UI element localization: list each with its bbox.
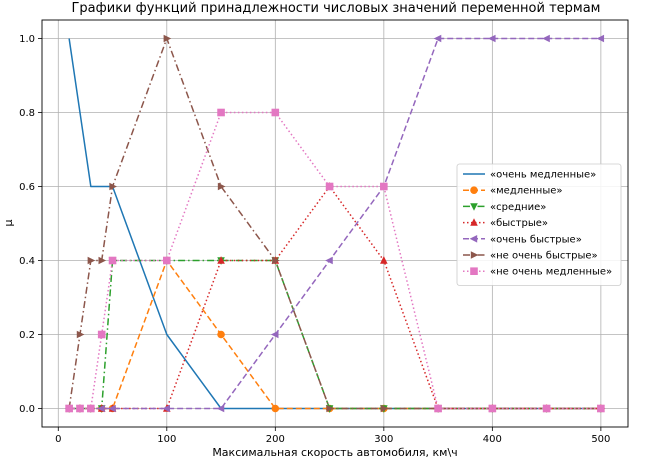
data-point xyxy=(272,256,280,265)
data-point xyxy=(162,404,170,413)
legend-entry: «быстрые» xyxy=(463,218,548,229)
data-point xyxy=(488,404,497,413)
data-point xyxy=(271,108,280,117)
legend-label: «средние» xyxy=(490,202,546,213)
data-point xyxy=(97,330,106,339)
data-point xyxy=(162,256,171,265)
data-point xyxy=(434,404,442,413)
x-axis-label: Максимальная скорость автомобиля, км\ч xyxy=(212,446,457,459)
legend-entry: «медленные» xyxy=(463,186,563,197)
legend-entry: «не очень медленные» xyxy=(463,267,612,278)
x-tick-label: 400 xyxy=(483,434,502,445)
x-tick-label: 200 xyxy=(266,434,285,445)
legend-swatch-marker xyxy=(470,218,478,226)
data-point xyxy=(87,256,96,265)
data-point xyxy=(271,404,280,413)
legend-entry: «средние» xyxy=(463,202,546,213)
data-point xyxy=(109,182,117,191)
x-tick-label: 300 xyxy=(374,434,393,445)
data-point xyxy=(325,182,334,191)
plot-frame xyxy=(41,19,629,428)
y-tick-label: 0.4 xyxy=(19,256,35,267)
y-tick-label: 0.8 xyxy=(19,108,35,119)
data-point xyxy=(217,108,225,117)
axis-ticks: 0 100 200 300 400 500 0.0 0.2 0.4 0.6 0.8 1.0 xyxy=(19,34,610,445)
data-point xyxy=(380,256,388,264)
legend-box xyxy=(456,163,622,286)
legend-label: «не очень медленные» xyxy=(490,267,612,278)
data-point xyxy=(380,404,389,413)
data-point xyxy=(108,256,117,265)
legend-swatch-marker xyxy=(469,235,478,243)
series-line xyxy=(69,111,601,410)
y-axis-label: μ xyxy=(2,220,15,227)
legend-label: «быстрые» xyxy=(490,218,548,229)
data-point xyxy=(87,404,95,413)
legend-swatch-marker xyxy=(470,203,478,211)
data-point xyxy=(380,182,388,191)
data-point xyxy=(270,330,279,339)
x-tick-label: 0 xyxy=(55,434,61,445)
legend-swatch-marker xyxy=(470,186,478,194)
data-point xyxy=(97,404,105,413)
y-tick-label: 0.6 xyxy=(19,182,35,193)
legend-label: «не очень быстрые» xyxy=(490,251,598,262)
data-point xyxy=(325,256,333,265)
data-point xyxy=(216,404,225,413)
data-point xyxy=(542,404,551,413)
data-point xyxy=(596,34,605,43)
legend-entry: «не очень быстрые» xyxy=(463,251,598,262)
series-7 xyxy=(65,108,605,413)
legend-entry: «очень медленные» xyxy=(463,170,596,181)
legend-label: «медленные» xyxy=(490,186,563,197)
y-tick-label: 1.0 xyxy=(19,34,35,45)
x-tick-label: 100 xyxy=(157,434,176,445)
data-point xyxy=(217,182,226,191)
data-point xyxy=(217,256,225,264)
data-point xyxy=(76,404,84,413)
data-point xyxy=(108,404,116,413)
data-point xyxy=(487,34,496,43)
data-point xyxy=(65,404,73,413)
x-tick-label: 500 xyxy=(591,434,610,445)
legend-swatch-marker xyxy=(470,267,478,275)
series-layer xyxy=(64,34,606,413)
legend-label: «очень быстрые» xyxy=(490,234,582,245)
data-point xyxy=(76,330,85,339)
y-tick-label: 0.2 xyxy=(19,330,35,341)
legend-label: «очень медленные» xyxy=(490,170,596,181)
legend: «очень медленные» «медленные» «средние» «бы… xyxy=(456,163,622,286)
data-point xyxy=(98,256,107,265)
chart-title: Графики функций принадлежности числовых … xyxy=(72,1,601,16)
data-point xyxy=(597,404,605,413)
data-point xyxy=(326,404,334,413)
data-point xyxy=(217,330,225,339)
data-point xyxy=(542,34,550,43)
legend-swatch-marker xyxy=(470,251,479,259)
data-point xyxy=(433,34,442,43)
data-point xyxy=(163,34,172,43)
legend-entry: «очень быстрые» xyxy=(463,234,582,245)
y-tick-label: 0.0 xyxy=(19,404,35,415)
